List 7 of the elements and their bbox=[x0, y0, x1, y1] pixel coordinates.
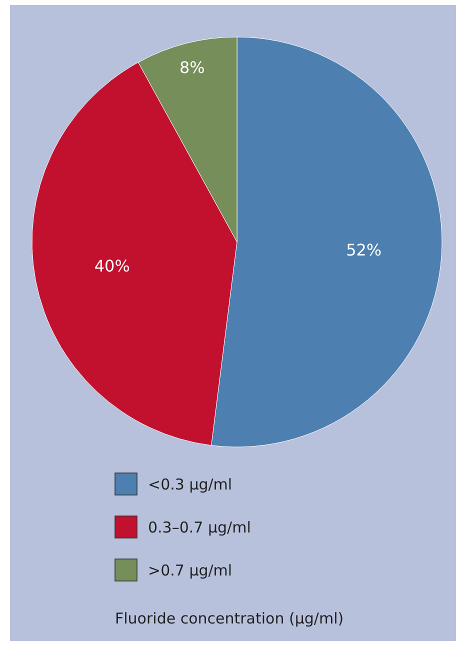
legend-title: Fluoride concentration (µg/ml) bbox=[115, 609, 344, 628]
legend-label: >0.7 µg/ml bbox=[148, 561, 232, 580]
data-label: 8% bbox=[179, 58, 205, 77]
legend-label: <0.3 µg/ml bbox=[148, 475, 232, 494]
data-label: 52% bbox=[346, 240, 382, 260]
data-label: 40% bbox=[94, 256, 130, 276]
legend-label: 0.3–0.7 µg/ml bbox=[148, 518, 251, 536]
